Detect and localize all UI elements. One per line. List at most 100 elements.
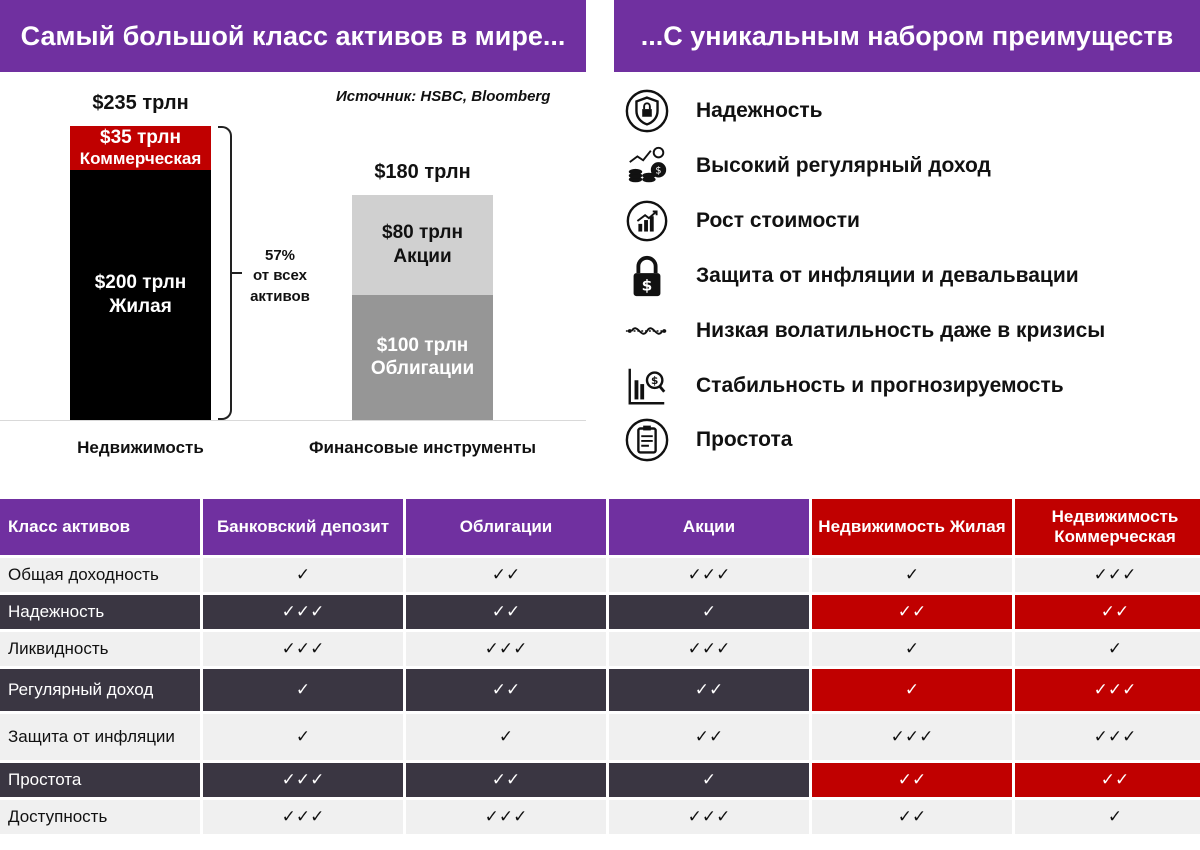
category-label-financial: Финансовые инструменты (309, 438, 536, 457)
table-cell: ✓✓ (406, 763, 606, 797)
table-row: Защита от инфляции ✓ ✓ ✓✓ ✓✓✓ ✓✓✓ (0, 714, 1200, 760)
table-cell: ✓✓ (812, 595, 1012, 629)
row-label: Регулярный доход (0, 669, 200, 711)
segment-bonds-value: $100 трлн (376, 334, 469, 356)
share-line-3: активов (250, 287, 310, 305)
benefit-item: Низкая волатильность даже в кризисы (622, 306, 1105, 356)
segment-stocks-name: Акции (393, 245, 452, 267)
svg-text:$: $ (655, 166, 661, 177)
chart-baseline (0, 420, 586, 421)
table-cell: ✓✓✓ (609, 632, 809, 666)
header-bonds: Облигации (406, 499, 606, 555)
benefit-label: Рост стоимости (696, 209, 860, 232)
source-note: Источник: HSBC, Bloomberg (336, 88, 551, 105)
comparison-table: Класс активов Банковский депозит Облигац… (0, 496, 1200, 837)
header-residential: Недвижимость Жилая (812, 499, 1012, 555)
padlock-dollar-icon: $ (622, 251, 672, 301)
right-title: ...С уникальным набором преимуществ (640, 20, 1174, 51)
benefit-label: Защита от инфляции и девальвации (696, 264, 1079, 287)
table-cell: ✓✓✓ (203, 595, 403, 629)
table-cell: ✓ (406, 714, 606, 760)
coins-money-icon: $ (622, 141, 672, 191)
table-row: Простота ✓✓✓ ✓✓ ✓ ✓✓ ✓✓ (0, 763, 1200, 797)
table-cell: ✓ (203, 714, 403, 760)
svg-text:$: $ (642, 276, 653, 294)
shield-lock-icon (622, 86, 672, 136)
table-cell: ✓✓✓ (812, 714, 1012, 760)
table-cell: ✓ (812, 558, 1012, 592)
table-cell: ✓✓ (406, 669, 606, 711)
benefit-item: Надежность (622, 86, 823, 136)
table-cell: ✓✓ (609, 714, 809, 760)
segment-commercial-name: Коммерческая (79, 149, 202, 169)
header-stocks: Акции (609, 499, 809, 555)
share-bracket (218, 126, 232, 420)
checklist-icon (622, 415, 672, 465)
segment-commercial-value: $35 трлн (100, 127, 181, 149)
segment-stocks: $80 трлн Акции (352, 194, 493, 295)
table-cell: ✓✓✓ (1015, 714, 1200, 760)
table-row: Регулярный доход ✓ ✓✓ ✓✓ ✓ ✓✓✓ (0, 669, 1200, 711)
table-cell: ✓✓✓ (609, 558, 809, 592)
table-cell: ✓✓ (1015, 595, 1200, 629)
svg-text:$: $ (651, 375, 658, 387)
benefit-item: $ Стабильность и прогнозируемость (622, 361, 1064, 411)
benefit-item: $ Защита от инфляции и девальвации (622, 251, 1079, 301)
table-cell: ✓ (609, 763, 809, 797)
segment-residential: $200 трлн Жилая (70, 169, 211, 420)
table-cell: ✓✓✓ (406, 632, 606, 666)
segment-residential-value: $200 трлн (94, 272, 187, 294)
stability-chart-icon: $ (622, 361, 672, 411)
table-cell: ✓✓ (812, 800, 1012, 834)
segment-bonds: $100 трлн Облигации (352, 294, 493, 420)
header-bank-deposit: Банковский депозит (203, 499, 403, 555)
table-cell: ✓ (1015, 632, 1200, 666)
row-label: Простота (0, 763, 200, 797)
table-cell: ✓✓ (1015, 763, 1200, 797)
share-annotation: 57% от всех активов (240, 246, 320, 307)
row-label: Общая доходность (0, 558, 200, 592)
table-cell: ✓✓ (609, 669, 809, 711)
table-cell: ✓✓✓ (1015, 669, 1200, 711)
table-cell: ✓ (812, 632, 1012, 666)
row-label: Защита от инфляции (0, 714, 200, 760)
left-title-banner: Самый большой класс активов в мире... (0, 0, 586, 72)
share-line-2: от всех (253, 267, 307, 285)
table-cell: ✓✓ (406, 558, 606, 592)
bar-total-financial: $180 трлн (374, 160, 471, 183)
benefit-item: Рост стоимости (622, 196, 860, 246)
benefit-label: Стабильность и прогнозируемость (696, 374, 1064, 397)
table-cell: ✓✓ (812, 763, 1012, 797)
growth-chart-icon (622, 196, 672, 246)
table-cell: ✓ (812, 669, 1012, 711)
table-row: Общая доходность ✓ ✓✓ ✓✓✓ ✓ ✓✓✓ (0, 558, 1200, 592)
benefit-label: Надежность (696, 99, 823, 122)
segment-stocks-value: $80 трлн (382, 222, 463, 244)
benefit-label: Низкая волатильность даже в кризисы (696, 319, 1106, 342)
segment-residential-name: Жилая (109, 295, 172, 317)
segment-bonds-name: Облигации (370, 358, 475, 380)
table-row: Надежность ✓✓✓ ✓✓ ✓ ✓✓ ✓✓ (0, 595, 1200, 629)
category-label-real-estate: Недвижимость (77, 438, 204, 457)
table-header-row: Класс активов Банковский депозит Облигац… (0, 499, 1200, 555)
segment-commercial: $35 трлн Коммерческая (70, 126, 211, 170)
benefit-item: $ Высокий регулярный доход (622, 141, 991, 191)
left-title: Самый большой класс активов в мире... (20, 20, 566, 51)
header-commercial: Недвижимость Коммерческая (1015, 499, 1200, 555)
table-cell: ✓✓ (406, 595, 606, 629)
row-label: Ликвидность (0, 632, 200, 666)
table-cell: ✓✓✓ (203, 800, 403, 834)
row-label: Доступность (0, 800, 200, 834)
table-cell: ✓✓✓ (406, 800, 606, 834)
table-row: Доступность ✓✓✓ ✓✓✓ ✓✓✓ ✓✓ ✓ (0, 800, 1200, 834)
benefit-label: Простота (696, 428, 793, 451)
table-row: Ликвидность ✓✓✓ ✓✓✓ ✓✓✓ ✓ ✓ (0, 632, 1200, 666)
benefit-label: Высокий регулярный доход (696, 154, 991, 177)
table-cell: ✓ (609, 595, 809, 629)
table-cell: ✓ (1015, 800, 1200, 834)
low-volatility-icon (622, 306, 672, 356)
share-bracket-tick (232, 272, 242, 274)
table-cell: ✓✓✓ (1015, 558, 1200, 592)
table-cell: ✓✓✓ (609, 800, 809, 834)
share-line-1: 57% (264, 247, 296, 264)
